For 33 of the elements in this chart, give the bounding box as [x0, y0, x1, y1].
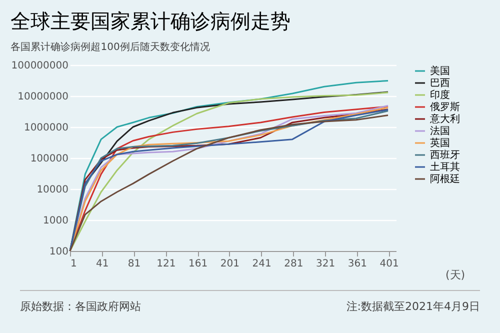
y-tick-label: 10000: [36, 184, 68, 196]
legend-label: 西班牙: [430, 149, 460, 161]
legend-label: 印度: [430, 89, 450, 101]
chart-subtitle: 各国累计确诊病例超100例后随天数变化情况: [10, 41, 210, 53]
chart-title: 全球主要国家累计确诊病例走势: [10, 9, 291, 33]
x-tick-label: 41: [96, 258, 109, 270]
legend-label: 巴西: [430, 78, 450, 89]
text: 原始数据：各国政府网站: [20, 299, 141, 314]
y-tick-label: 100: [49, 246, 68, 258]
legend-label: 美国: [430, 65, 450, 77]
y-tick-label: 100000: [30, 154, 68, 164]
x-tick-label: 321: [316, 258, 336, 270]
x-axis-title: (天): [446, 268, 466, 282]
text: 注:数据截至2021年4月9日: [346, 299, 480, 314]
legend-label: 俄罗斯: [430, 101, 460, 113]
legend-label: 法国: [430, 125, 450, 137]
x-tick-label: 161: [188, 258, 208, 270]
legend-label: 英国: [430, 137, 450, 149]
x-tick-label: 1: [70, 258, 77, 270]
legend-label: 阿根廷: [430, 173, 460, 185]
y-tick-label: 10000000: [18, 92, 68, 102]
x-tick-label: 81: [128, 258, 141, 270]
x-tick-label: 401: [380, 258, 399, 270]
x-tick-label: 201: [220, 258, 240, 270]
y-tick-label: 1000: [43, 216, 68, 226]
legend-label: 土耳其: [430, 161, 460, 173]
x-tick-label: 121: [156, 258, 176, 270]
x-tick-label: 281: [284, 258, 304, 270]
y-tick-label: 1000000: [24, 122, 68, 134]
x-tick-label: 241: [252, 258, 272, 270]
x-tick-label: 361: [348, 258, 367, 270]
legend-label: 意大利: [429, 113, 460, 125]
y-tick-label: 100000000: [11, 60, 68, 72]
